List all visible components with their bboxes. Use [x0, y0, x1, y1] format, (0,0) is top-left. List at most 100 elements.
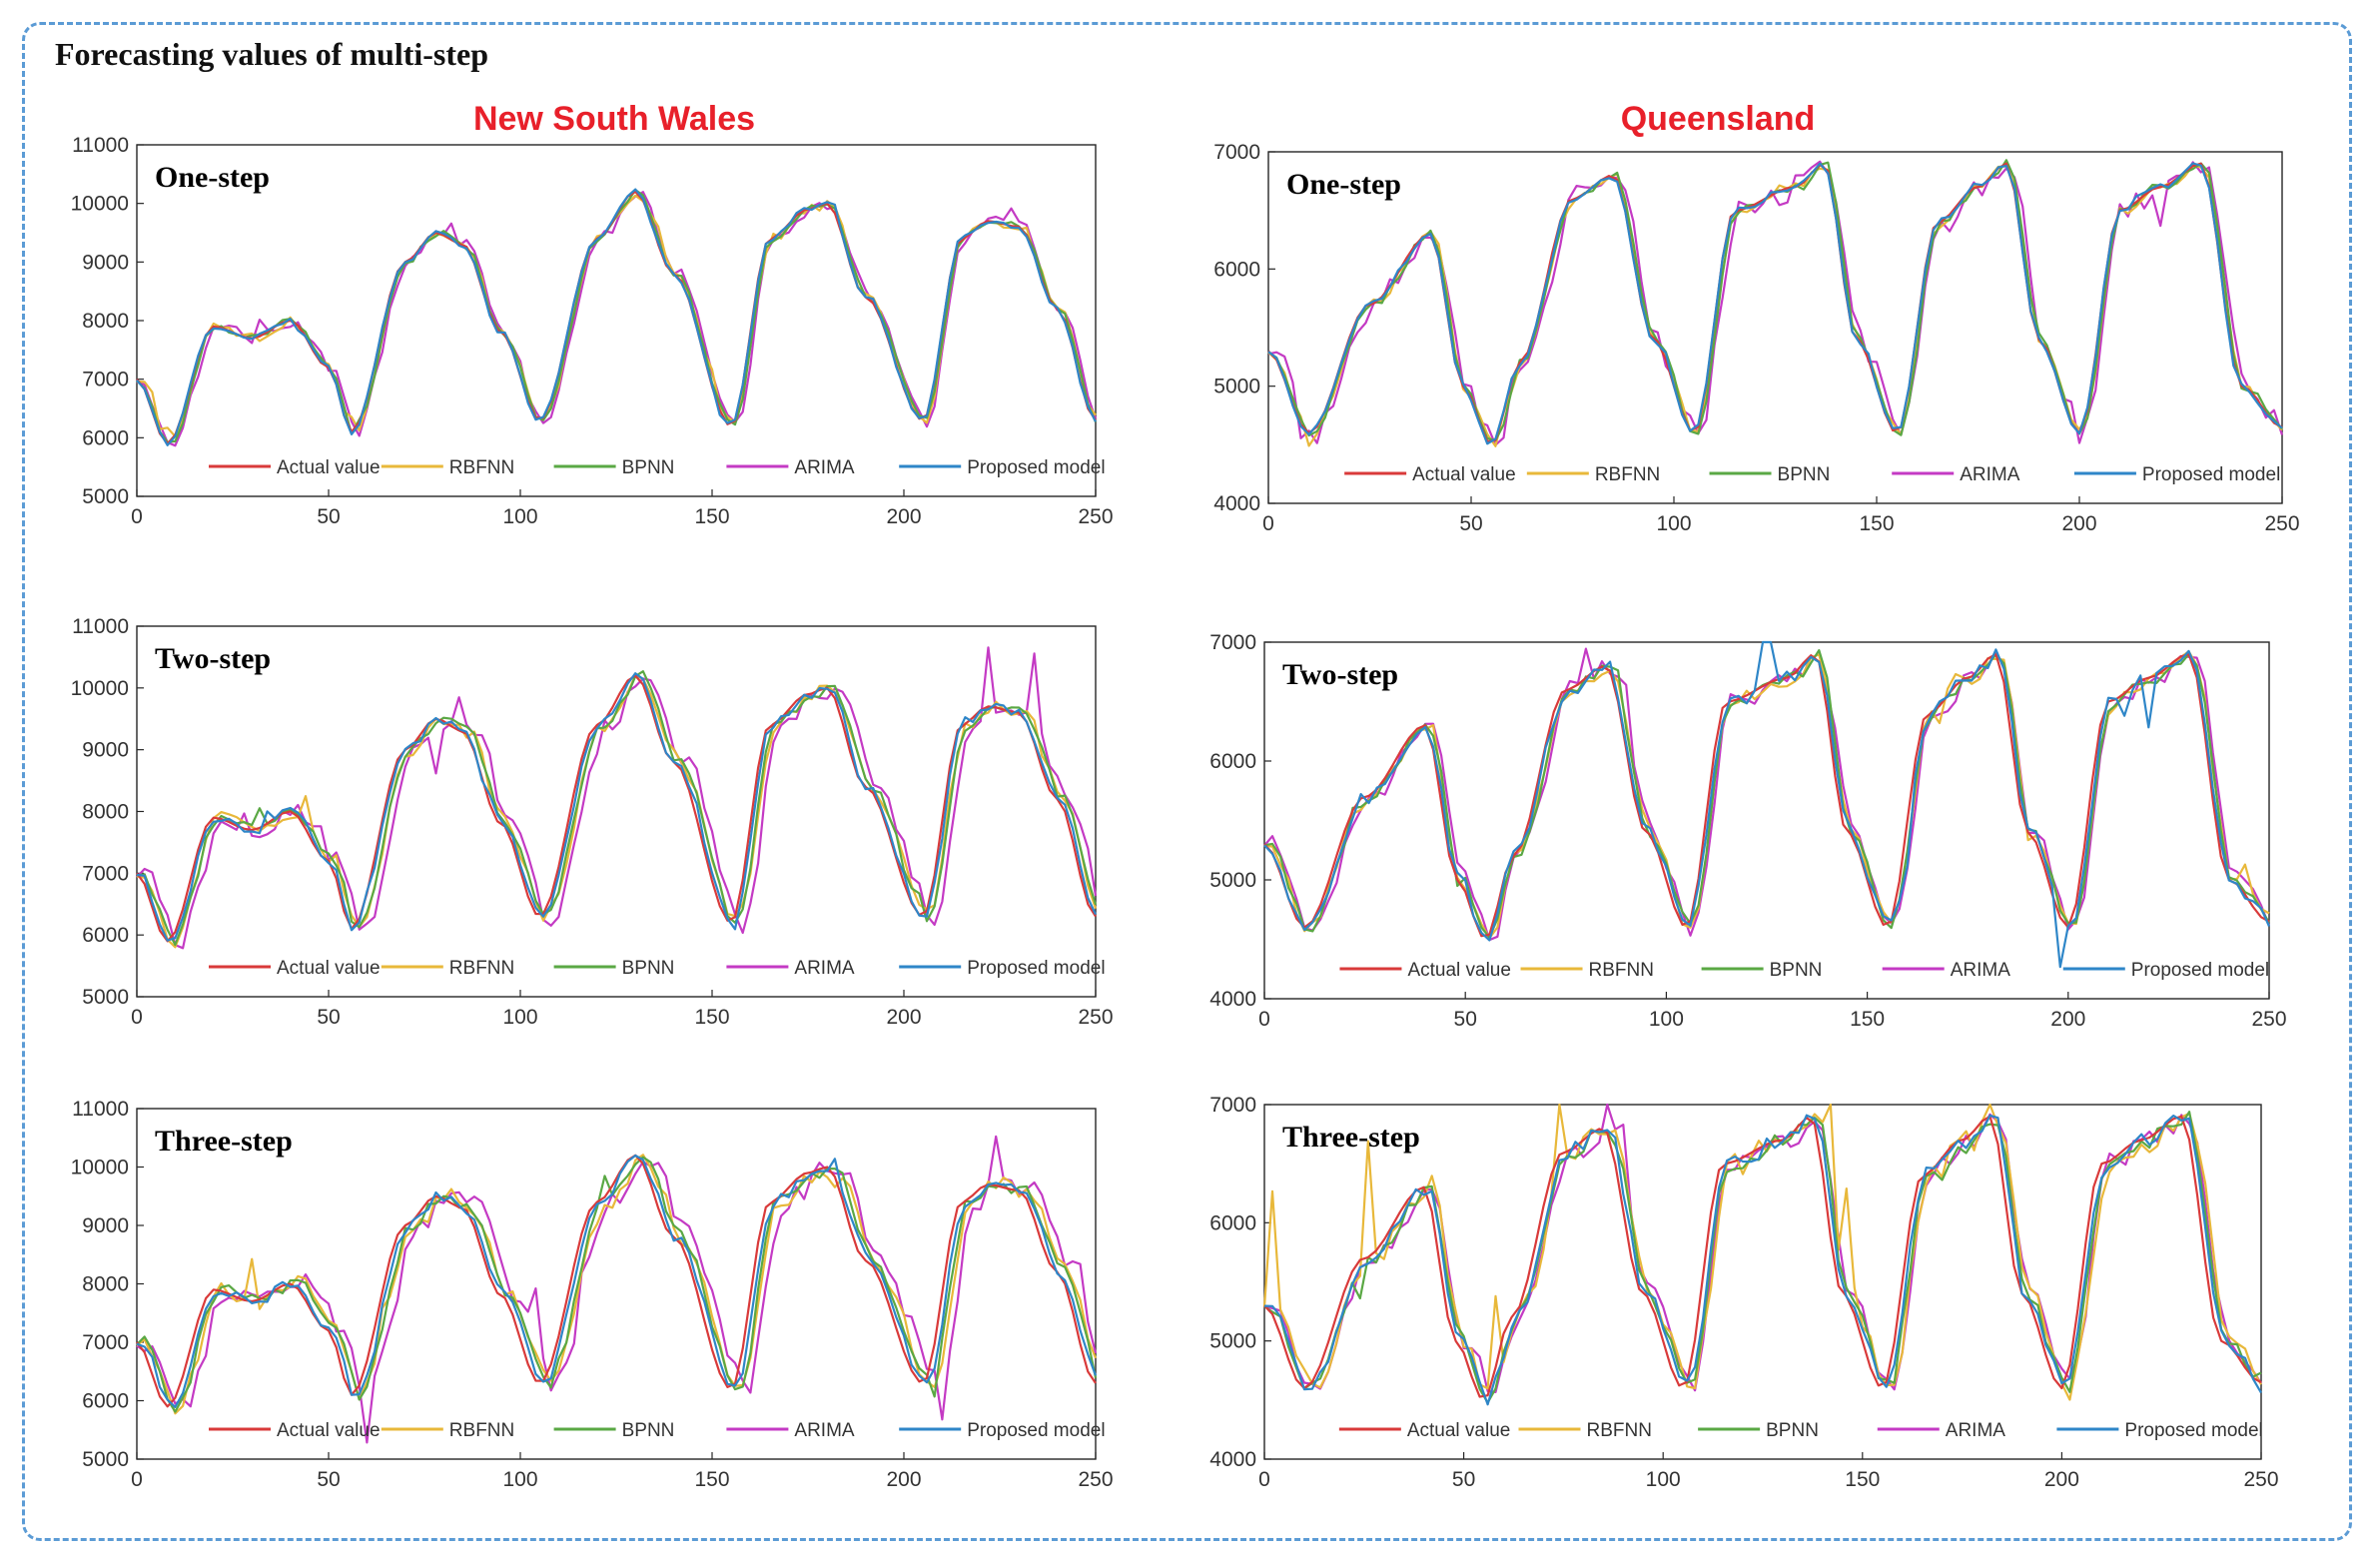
step-label: One-step: [1286, 168, 1401, 201]
y-tick-label: 8000: [82, 1273, 129, 1296]
y-tick-label: 9000: [82, 251, 129, 274]
y-tick-label: 5000: [82, 1448, 129, 1471]
y-tick-label: 4000: [1213, 492, 1260, 515]
x-tick-label: 100: [502, 505, 537, 528]
x-tick-label: 100: [502, 1006, 537, 1029]
x-tick-label: 50: [317, 505, 340, 528]
series-line-bpnn: [136, 1156, 1098, 1413]
y-tick-label: 6000: [1213, 258, 1260, 281]
series-line-bpnn: [1263, 1111, 2262, 1404]
x-tick-label: 250: [1078, 1006, 1113, 1029]
legend-label-arima: ARIMA: [794, 1420, 855, 1441]
x-tick-label: 200: [886, 505, 921, 528]
legend-label-actual-value: Actual value: [1412, 464, 1516, 485]
x-tick-label: 150: [694, 1006, 729, 1029]
x-tick-label: 150: [694, 505, 729, 528]
x-tick-label: 100: [1646, 1468, 1681, 1491]
y-tick-label: 5000: [82, 986, 129, 1009]
series-line-proposed-model: [1267, 162, 2283, 445]
x-tick-label: 0: [1258, 1468, 1270, 1491]
x-tick-label: 150: [1850, 1008, 1885, 1031]
y-tick-label: 7000: [82, 1331, 129, 1354]
y-tick-label: 9000: [82, 739, 129, 762]
x-tick-label: 50: [1454, 1008, 1477, 1031]
legend-label-proposed-model: Proposed model: [2124, 1420, 2262, 1441]
x-tick-label: 50: [1452, 1468, 1475, 1491]
y-tick-label: 10000: [71, 193, 129, 216]
series-line-bpnn: [136, 670, 1098, 947]
y-tick-label: 6000: [82, 1390, 129, 1413]
legend-label-rbfnn: RBFNN: [449, 1420, 514, 1441]
x-tick-label: 50: [317, 1006, 340, 1029]
legend-label-bpnn: BPNN: [1766, 1420, 1819, 1441]
plot-area: [136, 1108, 1097, 1460]
legend-label-actual-value: Actual value: [277, 457, 381, 478]
legend-label-rbfnn: RBFNN: [1589, 960, 1654, 981]
x-tick-label: 250: [2243, 1468, 2278, 1491]
series-line-proposed-model: [136, 672, 1097, 942]
y-tick-label: 5000: [1209, 1330, 1256, 1353]
region-title-new-south-wales: New South Wales: [472, 100, 756, 138]
legend-label-bpnn: BPNN: [622, 1420, 675, 1441]
y-tick-label: 8000: [82, 310, 129, 333]
y-tick-label: 7000: [1209, 1094, 1256, 1117]
y-tick-label: 11000: [72, 134, 129, 157]
plot-area: [1263, 1104, 2262, 1460]
region-title-queensland: Queensland: [1620, 100, 1816, 138]
x-tick-label: 250: [2264, 512, 2299, 535]
series-line-proposed-model: [136, 1154, 1098, 1409]
step-label: One-step: [155, 161, 270, 194]
plot-area: [136, 144, 1097, 497]
legend-label-proposed-model: Proposed model: [2142, 464, 2280, 485]
x-tick-label: 200: [2050, 1008, 2085, 1031]
x-tick-label: 50: [317, 1468, 340, 1491]
y-tick-label: 4000: [1209, 1448, 1256, 1471]
x-tick-label: 150: [1845, 1468, 1880, 1491]
series-line-actual-value: [136, 1154, 1097, 1408]
legend-label-actual-value: Actual value: [277, 1420, 381, 1441]
plot-area: [1267, 151, 2283, 504]
series-line-arima: [136, 646, 1098, 950]
y-tick-label: 4000: [1209, 988, 1256, 1011]
step-label: Two-step: [155, 642, 271, 675]
legend-label-proposed-model: Proposed model: [967, 457, 1105, 478]
y-tick-label: 7000: [82, 369, 129, 391]
plot-area: [1263, 641, 2270, 1000]
chart-panel-queensland-three-step: 0 50 100 150 200 250 4000 5000 6000 7000 Three-ste…: [1209, 1094, 2278, 1491]
x-tick-label: 100: [502, 1468, 537, 1491]
y-tick-label: 10000: [71, 677, 129, 700]
legend-label-actual-value: Actual value: [277, 958, 381, 979]
x-tick-label: 0: [131, 505, 143, 528]
x-tick-label: 200: [886, 1006, 921, 1029]
series-line-proposed-model: [1263, 640, 2271, 969]
legend-label-arima: ARIMA: [1951, 960, 2011, 981]
legend-label-arima: ARIMA: [794, 457, 855, 478]
legend-label-arima: ARIMA: [794, 958, 855, 979]
y-tick-label: 11000: [72, 615, 129, 638]
series-line-proposed-model: [136, 188, 1097, 446]
x-tick-label: 0: [131, 1006, 143, 1029]
step-label: Three-step: [1282, 1121, 1420, 1154]
y-tick-label: 7000: [1213, 141, 1260, 164]
x-tick-label: 0: [1262, 512, 1274, 535]
x-tick-label: 50: [1459, 512, 1482, 535]
y-tick-label: 8000: [82, 801, 129, 824]
legend-label-bpnn: BPNN: [1778, 464, 1831, 485]
x-tick-label: 150: [694, 1468, 729, 1491]
y-tick-label: 5000: [82, 485, 129, 508]
x-tick-label: 200: [2061, 512, 2096, 535]
chart-panel-queensland-one-step: 0 50 100 150 200 250 4000 5000 6000 7000 One-step A…: [1213, 141, 2299, 535]
x-tick-label: 100: [1656, 512, 1691, 535]
x-tick-label: 250: [1078, 1468, 1113, 1491]
y-tick-label: 6000: [1209, 750, 1256, 773]
legend-label-rbfnn: RBFNN: [1595, 464, 1660, 485]
legend-label-bpnn: BPNN: [622, 958, 675, 979]
x-tick-label: 0: [131, 1468, 143, 1491]
legend-label-actual-value: Actual value: [1407, 960, 1511, 981]
y-tick-label: 6000: [1209, 1211, 1256, 1234]
chart-panel-new-south-wales-two-step: 0 50 100 150 200 250 5000 6000 7000 8000 9000 10000…: [71, 615, 1114, 1029]
figure-title: Forecasting values of multi-step: [55, 36, 489, 72]
y-tick-label: 7000: [1209, 631, 1256, 654]
legend-label-proposed-model: Proposed model: [967, 1420, 1105, 1441]
legend-label-bpnn: BPNN: [622, 457, 675, 478]
